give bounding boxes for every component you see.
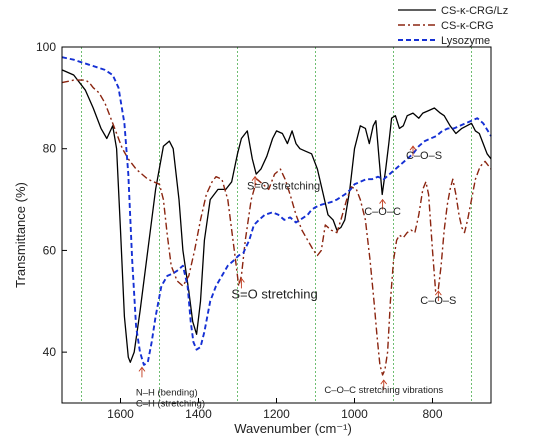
y-tick-label: 100: [36, 40, 56, 54]
plot-background: [62, 47, 491, 403]
series-line-3: [61, 56, 492, 366]
annotation-label: C–O–C stretching vibrations: [324, 385, 443, 396]
x-tick-label: 1000: [341, 407, 368, 421]
annotation-arrowhead: [138, 366, 146, 372]
annotation-arrowhead: [380, 379, 388, 385]
series-line-2: [61, 79, 492, 376]
axes: 1600 1400 1200 1000 800 40 60 80 100: [36, 40, 492, 421]
annotation-arrowhead: [434, 290, 442, 296]
annotations: N–H (bending)C–H (stretching) S=O stretch…: [136, 145, 456, 409]
annotation-arrowhead: [379, 198, 386, 204]
annotation-label: C–O–S: [406, 150, 442, 162]
legend-label-3: Lysozyme: [441, 35, 490, 47]
grid-lines: [81, 47, 472, 403]
annotation-label: C–H (stretching): [136, 398, 205, 409]
legend: CS-κ-CRG/Lz CS-κ-CRG Lysozyme: [398, 5, 508, 47]
x-axis-title: Wavenumber (cm⁻¹): [234, 421, 352, 436]
series-line-1: [61, 69, 492, 363]
legend-label-1: CS-κ-CRG/Lz: [441, 5, 508, 17]
y-axis-title: Transmittance (%): [13, 182, 28, 288]
annotation-arrowhead: [251, 175, 259, 181]
x-tick-label: 800: [422, 407, 442, 421]
annotation-label: C–O–S: [420, 295, 456, 307]
series-lines: [61, 56, 492, 376]
legend-label-2: CS-κ-CRG: [441, 20, 494, 32]
annotation-arrowhead: [238, 277, 245, 283]
annotation-label: N–H (bending): [136, 387, 198, 398]
x-tick-label: 1600: [107, 407, 134, 421]
x-tick-label: 1200: [263, 407, 290, 421]
y-tick-label: 80: [43, 142, 57, 156]
annotation-label: S=O stretching: [247, 180, 320, 192]
y-tick-label: 60: [43, 243, 57, 257]
annotation-label: C–O–C: [364, 206, 401, 218]
annotation-label: S=O stretching: [231, 287, 317, 302]
plot-area: [62, 47, 491, 403]
x-tick-label: 1400: [185, 407, 212, 421]
y-tick-label: 40: [43, 345, 57, 359]
annotation-arrowhead: [409, 145, 417, 151]
